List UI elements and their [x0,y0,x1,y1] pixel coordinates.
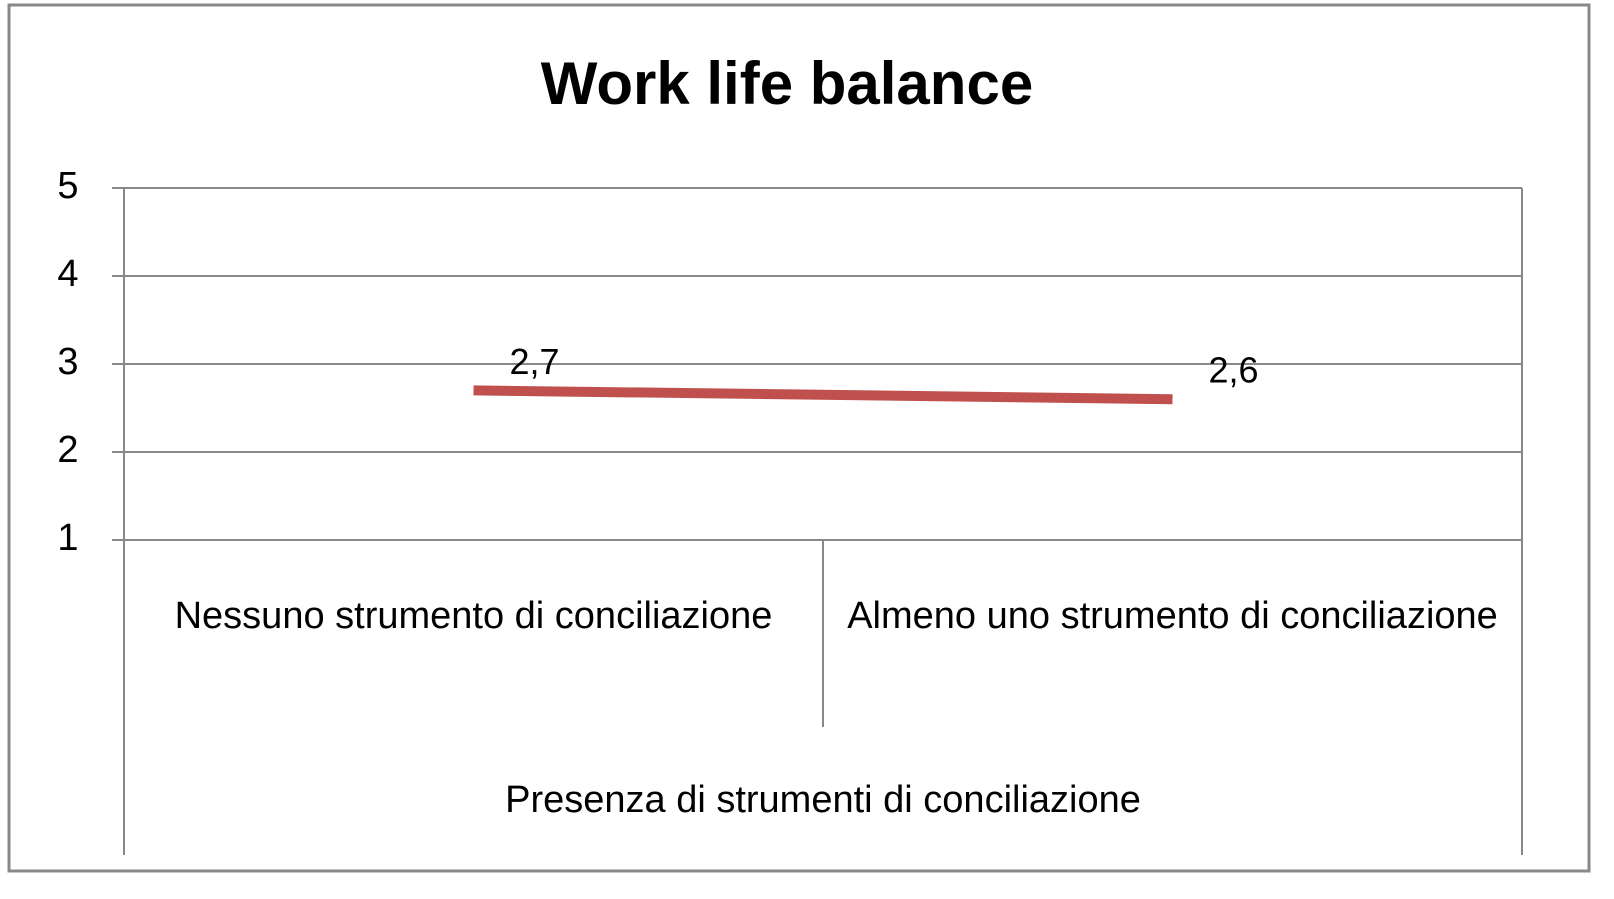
x-tick-label: Almeno uno strumento di conciliazione [847,595,1498,637]
data-label: 2,7 [510,341,560,382]
x-tick-label: Nessuno strumento di conciliazione [174,595,773,637]
x-axis-title: Presenza di strumenti di conciliazione [505,779,1141,821]
data-label: 2,6 [1209,350,1259,391]
y-tick-label: 4 [57,253,78,295]
data-line [473,385,1173,405]
y-tick-label: 3 [57,341,78,383]
y-tick-label: 1 [57,517,78,559]
y-tick-label: 2 [57,429,78,471]
chart-frame [7,3,1591,873]
y-tick-label: 5 [57,165,78,207]
chart-title: Work life balance [541,50,1033,117]
